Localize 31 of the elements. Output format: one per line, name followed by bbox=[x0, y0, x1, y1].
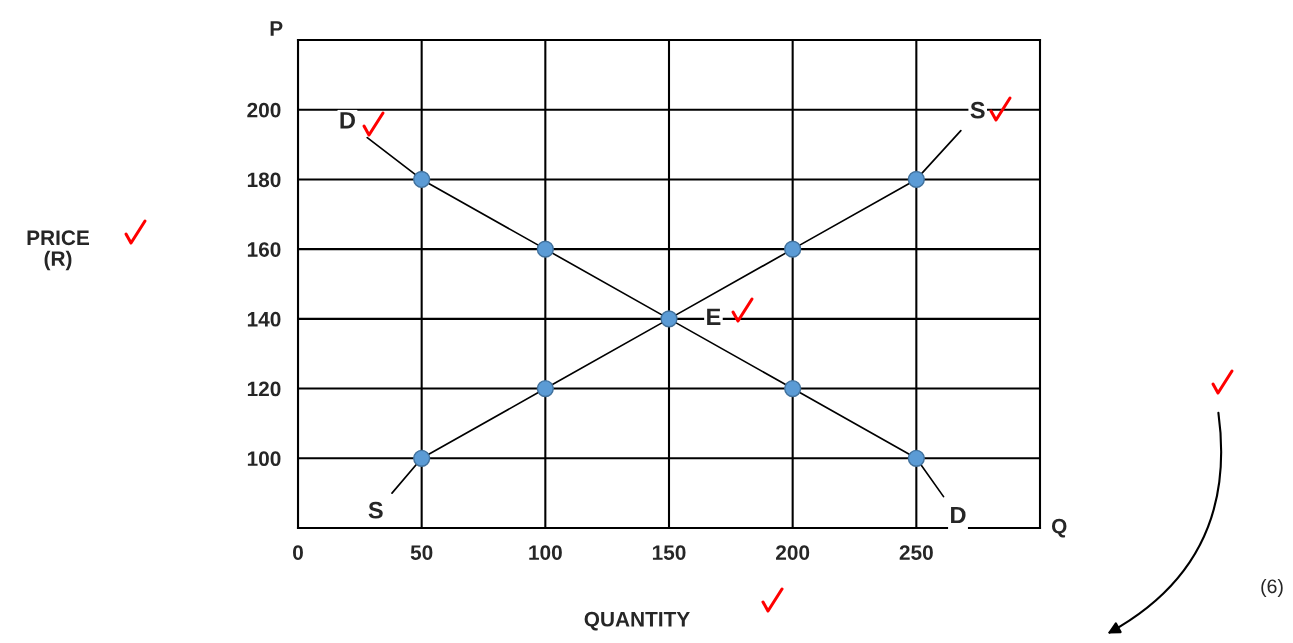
text: S bbox=[970, 101, 985, 119]
y-tick-label: 120 bbox=[247, 381, 281, 397]
point bbox=[784, 240, 802, 258]
point bbox=[907, 170, 925, 189]
text: D bbox=[340, 112, 355, 129]
y-tick-label: 160 bbox=[247, 242, 281, 257]
y-tick-label: 200 bbox=[247, 102, 281, 118]
x-tick-label: 100 bbox=[529, 545, 562, 560]
x-tick-label: 150 bbox=[652, 545, 686, 560]
text: QUANTITY bbox=[584, 611, 690, 631]
point bbox=[413, 449, 431, 467]
y-tick-label: 180 bbox=[247, 172, 281, 188]
point bbox=[784, 379, 802, 398]
point bbox=[907, 449, 925, 467]
x-axis-title: Q bbox=[1051, 518, 1067, 538]
annotation: E bbox=[707, 308, 721, 325]
y-tick-label: 100 bbox=[247, 451, 281, 467]
y-axis-title: P bbox=[270, 21, 283, 36]
x-tick-label: 200 bbox=[776, 545, 810, 560]
x-tick-label: 50 bbox=[410, 545, 433, 560]
x-tick-label: 0 bbox=[293, 545, 303, 560]
x-tick-label: 250 bbox=[899, 545, 933, 560]
point bbox=[536, 379, 554, 398]
text: PRICE (R) bbox=[27, 230, 90, 271]
point bbox=[660, 310, 678, 328]
text: (6) bbox=[1261, 578, 1283, 598]
y-tick-label: 140 bbox=[247, 311, 281, 327]
series-label: D bbox=[951, 506, 966, 524]
point bbox=[536, 240, 554, 258]
point bbox=[413, 170, 431, 189]
series-label: S bbox=[368, 501, 383, 519]
